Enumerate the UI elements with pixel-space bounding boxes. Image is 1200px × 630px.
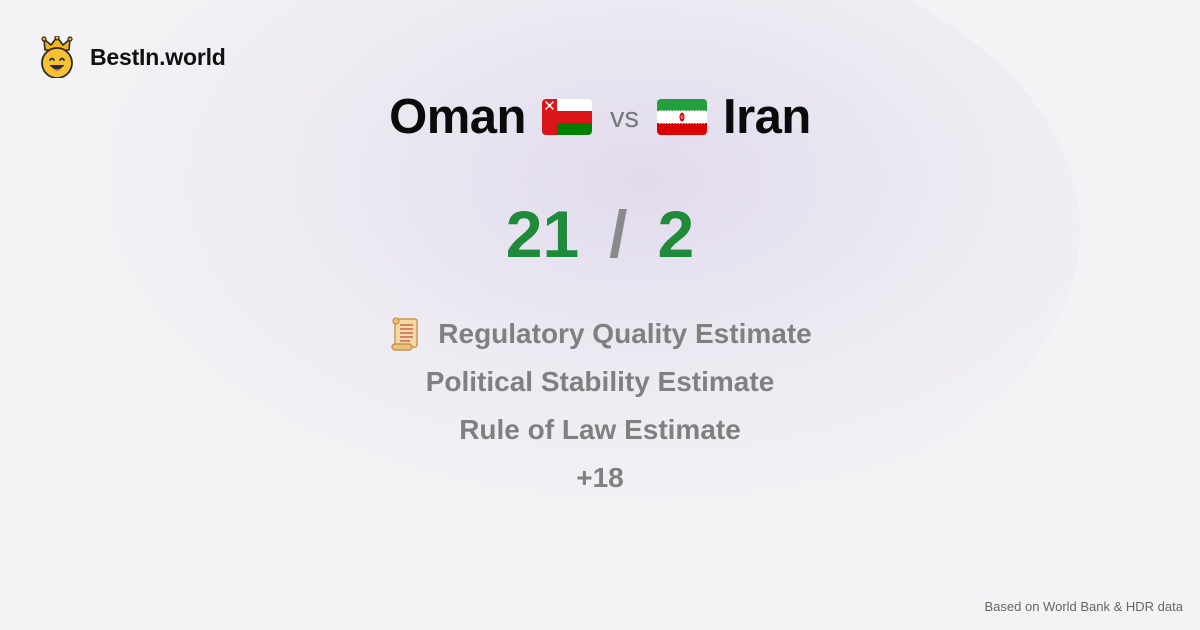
crowned-smiley-icon: [41, 36, 73, 78]
criteria-more-count: +18: [576, 462, 624, 493]
brand[interactable]: BestIn.world: [38, 36, 226, 78]
criteria-item: Political Stability Estimate: [426, 358, 775, 406]
score-right: 2: [657, 197, 695, 271]
data-source-note: Based on World Bank & HDR data: [984, 599, 1183, 614]
criteria-more[interactable]: +18: [576, 454, 624, 502]
criteria-item-label: Political Stability Estimate: [425, 366, 775, 397]
iran-flag-icon: [657, 99, 707, 135]
criteria-item: Regulatory Quality Estimate: [388, 310, 812, 358]
criteria-item-label: Rule of Law Estimate: [459, 414, 741, 445]
vs-label: vs: [610, 101, 639, 134]
oman-flag-icon: [542, 99, 592, 135]
country-left-name: Oman: [389, 90, 526, 144]
criteria-list: Regulatory Quality Estimate Political St…: [0, 310, 1200, 502]
criteria-item-label: Regulatory Quality Estimate: [438, 318, 812, 349]
country-right-name: Iran: [723, 90, 811, 144]
score-comparison: 21 / 2: [0, 196, 1200, 272]
score-left: 21: [505, 197, 580, 271]
comparison-title: Oman vs Iran: [0, 88, 1200, 146]
brand-name: BestIn.world: [90, 43, 226, 70]
criteria-item: Rule of Law Estimate: [459, 406, 741, 454]
score-separator: /: [609, 197, 628, 271]
scroll-icon: [391, 317, 418, 351]
